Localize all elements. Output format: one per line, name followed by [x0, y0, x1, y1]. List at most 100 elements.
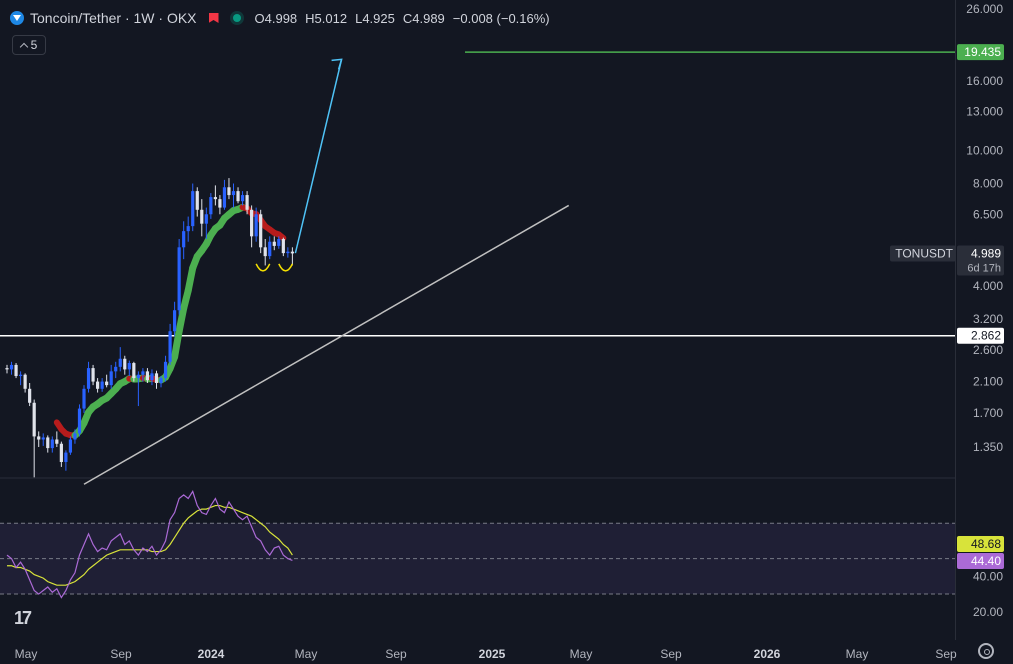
price-tick-label: 8.000 [973, 177, 1003, 191]
bearish-candle [32, 402, 36, 437]
bullish-candle [231, 191, 236, 196]
time-tick-label: May [570, 647, 593, 661]
bearish-candle [55, 439, 59, 444]
settings-gear-icon[interactable] [978, 643, 994, 659]
indicators-toggle-button[interactable]: 5 [12, 35, 46, 55]
bullish-candle [173, 310, 177, 332]
rsi-ma-line [7, 504, 293, 586]
bullish-candle [182, 231, 186, 248]
price-tick-label: 16.000 [966, 74, 1003, 88]
level-price-label: 19.435 [964, 45, 1001, 59]
projection-arrow [294, 59, 343, 254]
bullish-candle [240, 195, 245, 202]
bearish-candle [96, 381, 100, 389]
chevron-up-icon [19, 42, 28, 51]
trend-band-up-segment [175, 304, 188, 335]
bullish-candle [109, 371, 113, 386]
projection-arrow-head [331, 58, 343, 70]
double-bottom-mark [278, 263, 294, 272]
bullish-candle [9, 364, 14, 370]
bullish-candle [168, 331, 172, 362]
bullish-candle [68, 439, 73, 453]
price-tick-label: 3.200 [973, 312, 1003, 326]
bullish-candle [77, 408, 82, 434]
bearish-candle [59, 443, 63, 462]
time-tick-label: Sep [660, 647, 682, 661]
bearish-candle [250, 209, 254, 237]
level-price-label: 2.862 [971, 329, 1001, 343]
time-tick-label: May [846, 647, 869, 661]
bearish-candle [259, 214, 263, 248]
market-status-icon [232, 14, 241, 22]
bearish-candle [245, 195, 249, 210]
price-tick-label: 4.000 [973, 279, 1003, 293]
close-value: C4.989 [402, 10, 445, 26]
bearish-candle [37, 436, 41, 440]
bullish-candle [159, 378, 163, 383]
level-price-tag [957, 327, 1004, 344]
symbol-tag-label: TONUSDT [895, 246, 953, 260]
bullish-candle [222, 187, 227, 208]
bearish-candle [123, 358, 127, 370]
price-tick-label: 1.350 [973, 440, 1003, 454]
bullish-candle [141, 371, 145, 375]
price-tick-label: 13.000 [966, 105, 1003, 119]
bearish-candle [91, 368, 95, 382]
price-tick-label: 1.700 [973, 406, 1003, 420]
ohlc-readout: O4.998 H5.012 L4.925 C4.989 −0.008 (−0.1… [255, 11, 550, 26]
rsi-line [6, 489, 293, 599]
countdown-label: 6d 17h [967, 262, 1001, 274]
bearish-candle [28, 388, 32, 403]
trend-band-up-segment [184, 264, 197, 295]
symbol-tag [890, 245, 956, 262]
price-tick-label: 10.000 [966, 143, 1003, 157]
bearish-candle [145, 371, 150, 381]
bearish-candle [200, 209, 204, 224]
bullish-candle [118, 358, 122, 367]
bullish-candle [209, 197, 213, 215]
bearish-candle [263, 247, 267, 257]
open-value: O4.998 [254, 10, 298, 26]
flag-icon[interactable] [208, 13, 219, 23]
bullish-candle [114, 366, 118, 372]
rsi-ma-value-label: 48.68 [971, 537, 1001, 551]
last-price-label: 4.989 [971, 246, 1001, 260]
bearish-candle [46, 437, 50, 449]
bearish-candle [272, 241, 276, 246]
double-bottom-mark [255, 263, 271, 272]
last-price-tag [957, 245, 1004, 276]
bullish-candle [41, 437, 45, 440]
bearish-candle [105, 381, 109, 386]
time-tick-label: 2025 [479, 647, 506, 661]
rsi-tick-label: 20.00 [973, 605, 1003, 619]
bullish-candle [82, 388, 86, 409]
price-tick-label: 6.500 [973, 207, 1003, 221]
bullish-candle [204, 214, 208, 224]
bullish-candle [150, 373, 154, 381]
tradingview-logo[interactable]: 17 [14, 608, 32, 628]
symbol-header: Toncoin/Tether · 1W · OKX O4.998 H5.012 … [10, 8, 550, 28]
high-value: H5.012 [305, 10, 348, 26]
bullish-candle [50, 439, 54, 449]
bullish-candle [64, 452, 68, 462]
rsi-value-label: 44.40 [971, 554, 1001, 568]
time-tick-label: Sep [935, 647, 957, 661]
low-value: L4.925 [355, 10, 395, 26]
bullish-candle [163, 361, 168, 379]
trend-band-up-segment [171, 327, 183, 361]
trend-band-down-segment [275, 231, 287, 242]
bearish-candle [218, 199, 222, 208]
bearish-candle [227, 187, 231, 196]
bullish-candle [127, 363, 131, 370]
level-price-tag [957, 44, 1004, 61]
change-value: −0.008 (−0.16%) [452, 10, 550, 26]
bullish-candle [86, 368, 91, 389]
rsi-tick-label: 40.00 [973, 569, 1003, 583]
symbol-title[interactable]: Toncoin/Tether · 1W · OKX [30, 10, 197, 26]
price-tick-label: 2.600 [973, 343, 1003, 357]
bullish-candle [73, 433, 77, 440]
bearish-candle [14, 364, 18, 377]
bullish-candle [254, 214, 258, 237]
time-tick-label: May [15, 647, 38, 661]
